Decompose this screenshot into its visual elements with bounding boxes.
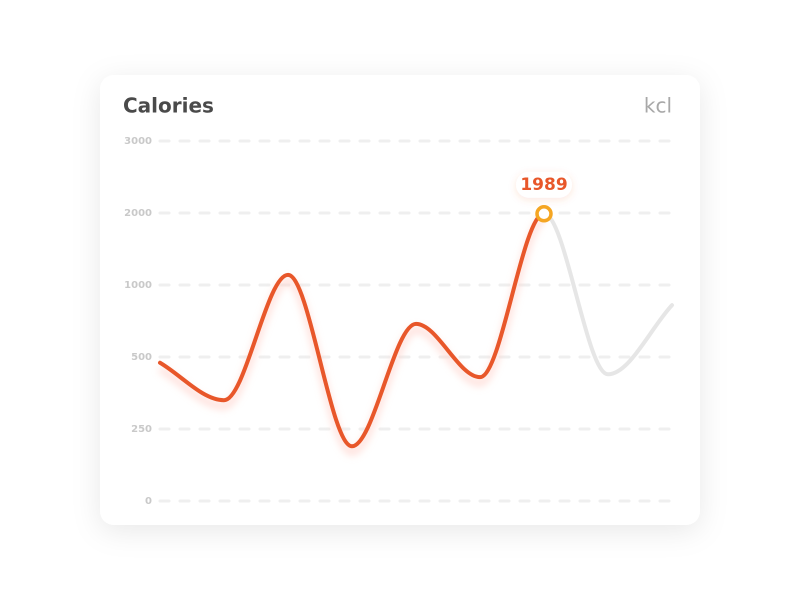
y-tick-label: 1000 [124,280,152,291]
y-tick-label: 500 [131,352,152,363]
y-tick-label: 250 [131,424,152,435]
y-tick-label: 2000 [124,208,152,219]
chart-title: Calories [123,94,214,118]
line [158,211,546,449]
y-tick-label: 3000 [124,136,152,147]
y-tick-label: 0 [145,496,152,507]
value-badge [516,171,572,198]
line-glow [158,216,546,456]
line [542,211,674,377]
point-marker [535,205,553,223]
unit-label: kcl [644,94,672,118]
value-label: 1989 [520,175,567,195]
